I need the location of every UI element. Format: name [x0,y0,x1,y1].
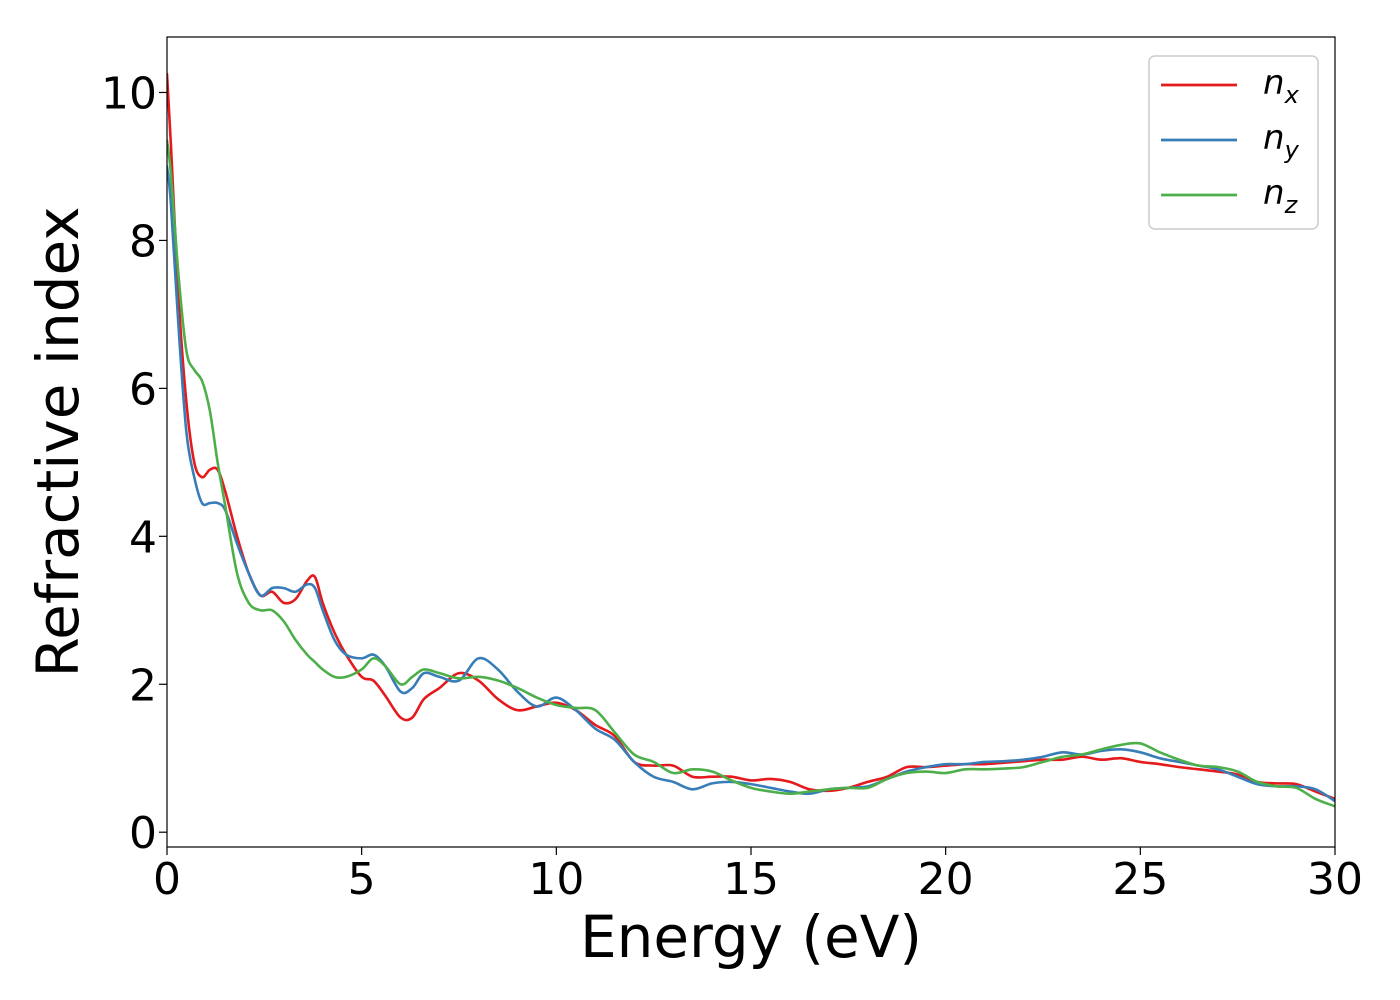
x-tick-label: 0 [153,854,181,905]
legend-label-y: ny [1263,118,1300,164]
y-tick-label: 4 [129,512,157,563]
x-tick-label: 15 [723,854,779,905]
legend-label-z: nz [1263,173,1299,219]
series-line-z [167,139,1335,808]
x-tick-label: 10 [528,854,584,905]
x-axis-title: Energy (eV) [580,903,922,971]
x-tick-label: 30 [1307,854,1363,905]
legend-label-sub: x [1284,81,1300,109]
y-axis-title: Refractive index [24,206,92,677]
legend-box [1148,55,1319,230]
legend-label-sub: y [1284,136,1300,164]
series-line-y [167,165,1335,803]
legend-label-base: n [1263,173,1285,213]
legend-label-base: n [1263,118,1285,158]
y-tick-label: 10 [101,68,157,119]
y-tick-label: 8 [129,216,157,267]
legend-label-x: nx [1263,63,1300,109]
plot-area [167,37,1335,847]
legend-label-sub: z [1284,191,1299,219]
y-tick-label: 6 [129,364,157,415]
x-axis-ticks: 0 5 10 15 20 25 30 [153,847,1363,905]
y-tick-label: 2 [129,660,157,711]
x-tick-label: 5 [348,854,376,905]
x-tick-label: 25 [1112,854,1168,905]
series-layer [167,72,1335,808]
y-axis-ticks: 0 2 4 6 8 10 [101,68,167,859]
y-tick-label: 0 [129,808,157,859]
x-tick-label: 20 [918,854,974,905]
legend-label-base: n [1263,63,1285,103]
